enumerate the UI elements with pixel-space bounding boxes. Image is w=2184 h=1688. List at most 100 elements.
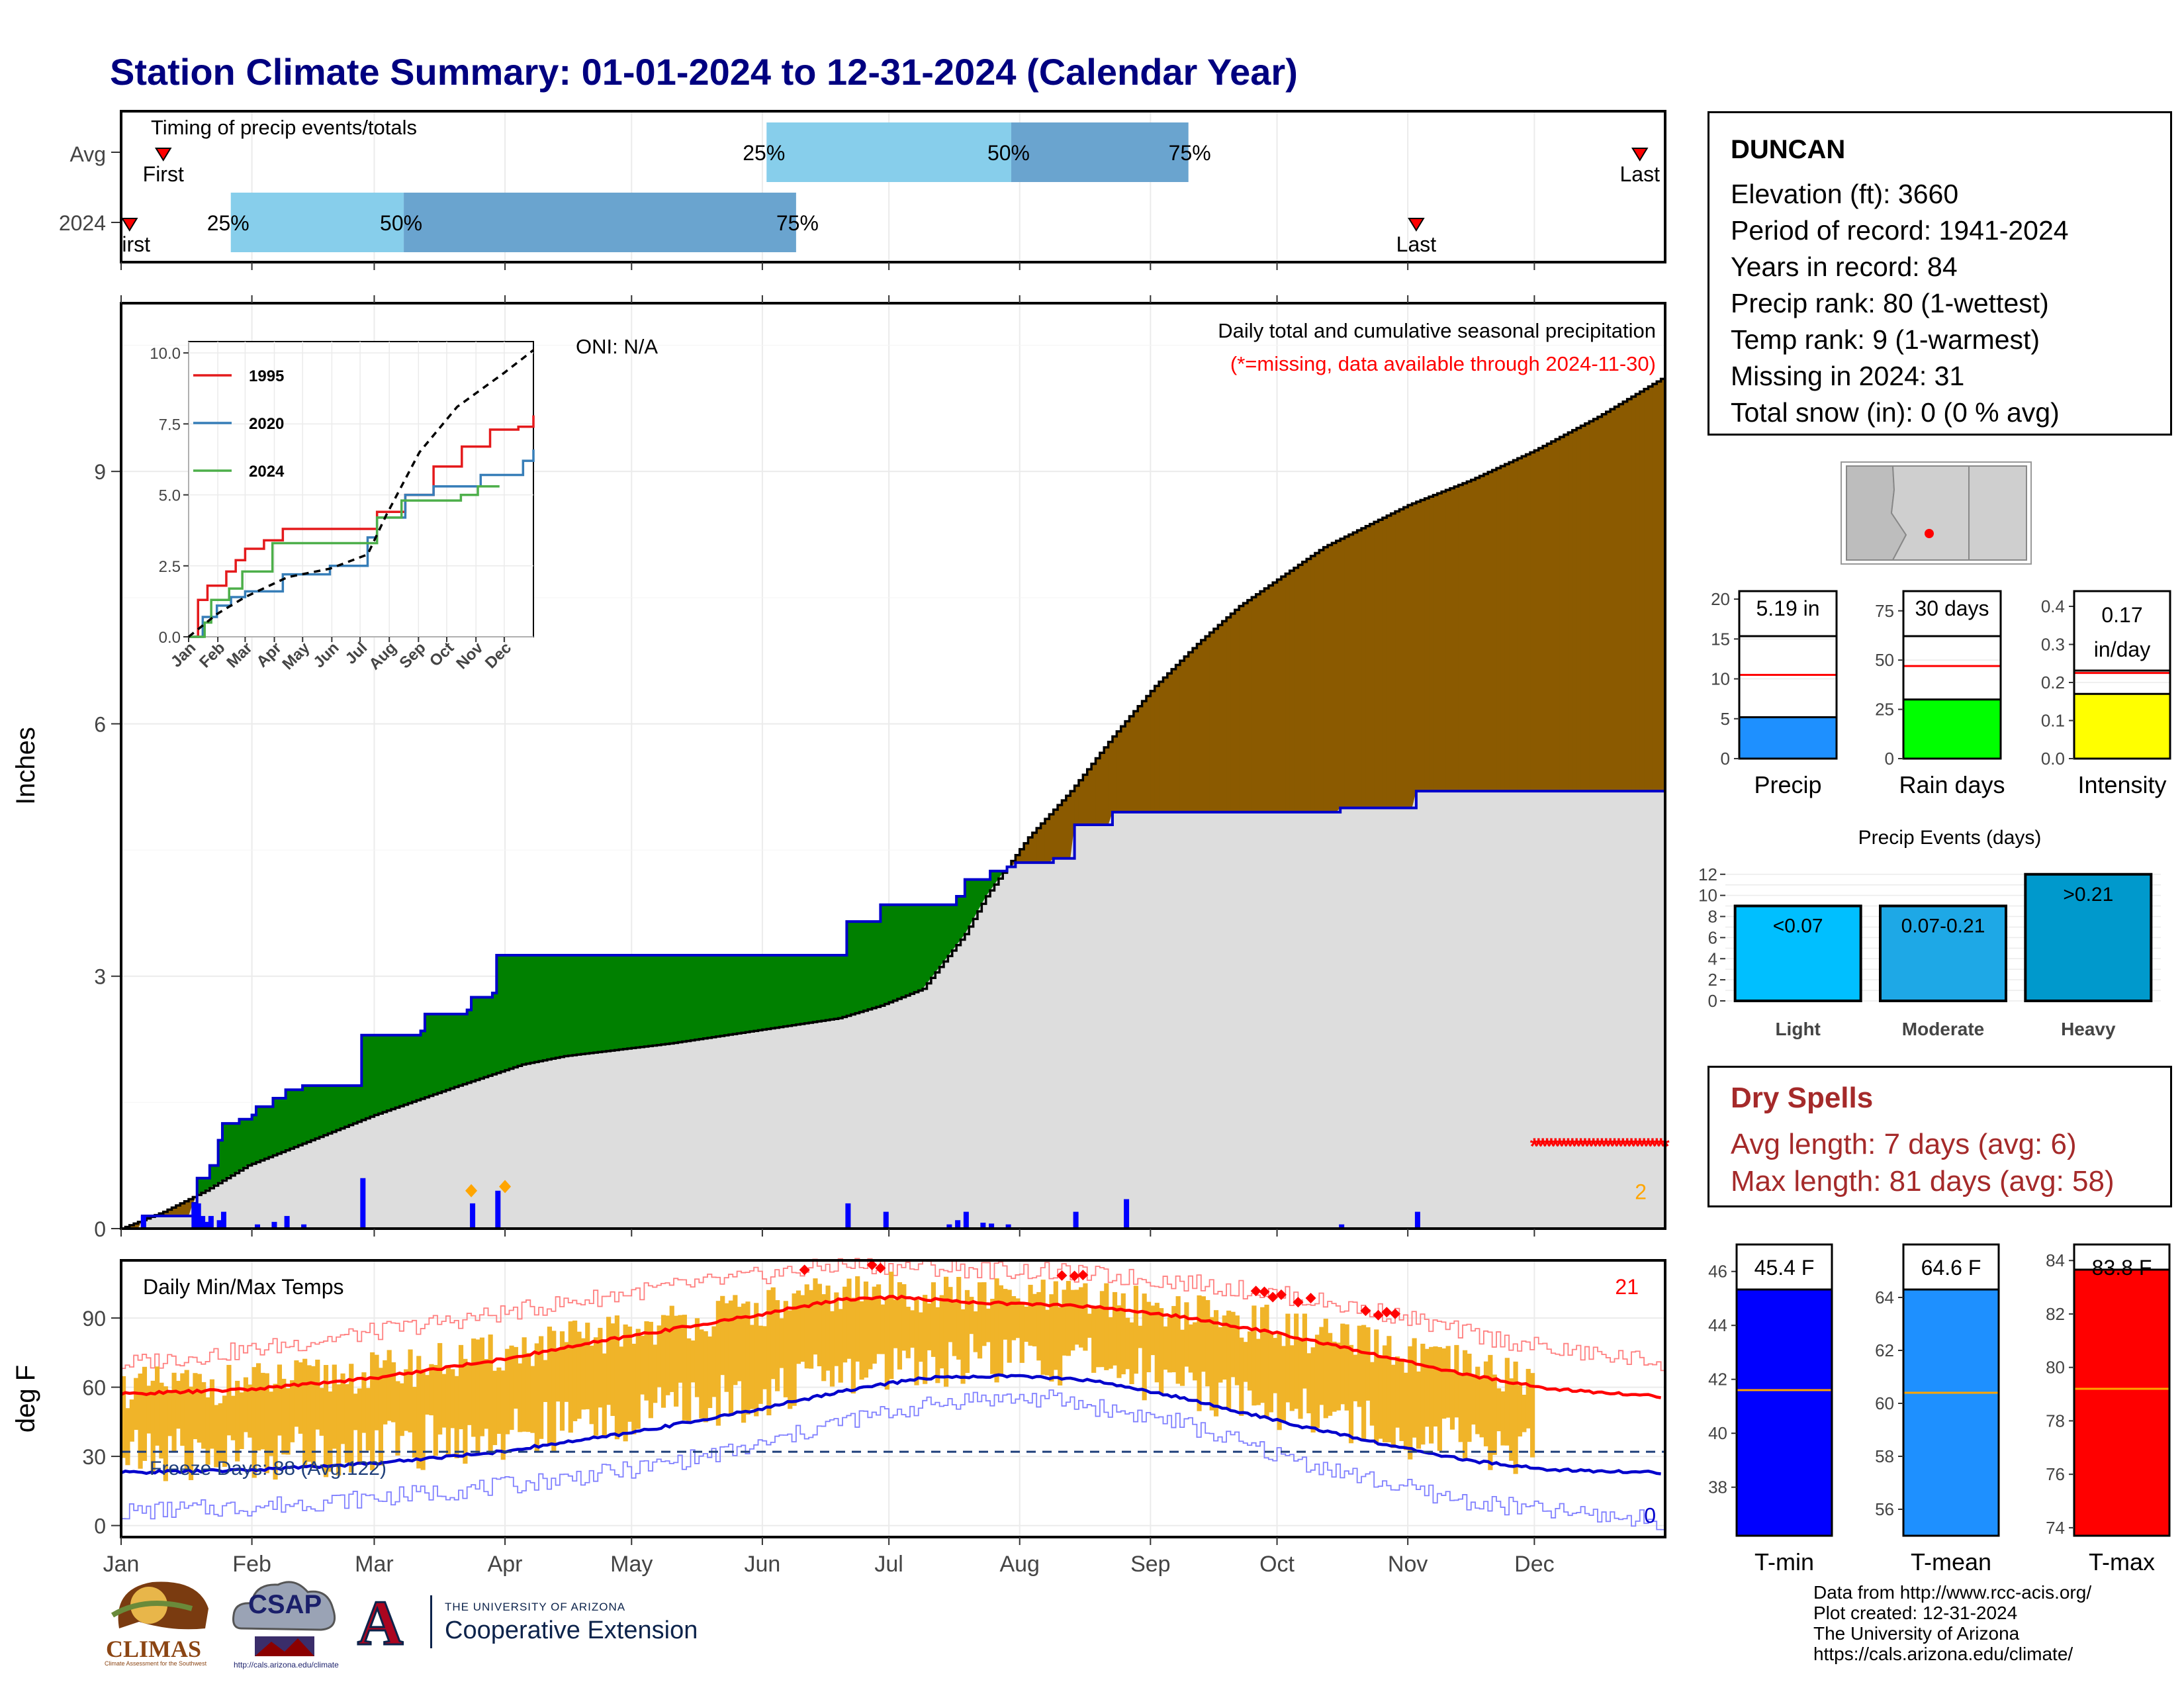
precip-missing-marker: * [1572,1134,1582,1159]
temps-daily-range-bar [1255,1338,1261,1405]
precip-above-avg-fill [850,921,856,1015]
timing-bar-q1-avg [766,122,1011,182]
precip-missing-marker: * [1559,1134,1569,1159]
precip-above-avg-fill [762,955,767,1030]
precip-above-avg-fill [598,955,603,1053]
precip-above-avg-fill [770,955,776,1029]
temps-daily-range-bar [1467,1353,1472,1442]
temps-daily-range-bar [1066,1281,1071,1356]
temps-daily-range-bar [1382,1345,1388,1442]
temps-daily-range-bar [619,1346,624,1434]
temps-xtick-label: Jun [744,1552,780,1577]
precip-above-avg-fill [754,955,759,1031]
precip-above-avg-fill [737,955,742,1034]
temps-daily-range-bar [1112,1291,1118,1366]
precip-above-avg-fill [302,1085,308,1144]
temps-daily-range-bar [175,1381,181,1429]
temps-daily-range-bar [1530,1373,1535,1458]
precip-below-avg-fill [1201,639,1206,812]
map-station-location-marker [1925,529,1934,538]
precip-missing-marker: * [1602,1134,1611,1159]
precip-above-avg-fill [429,1013,434,1096]
precip-below-avg-fill [188,1199,193,1216]
temps-daily-range-bar [994,1278,999,1383]
timing-bar-q2-avg [1011,122,1189,182]
precip-above-avg-fill [863,921,868,1011]
precip-above-avg-fill [319,1085,324,1137]
tmax_mini-ytick-label: 78 [2046,1411,2065,1430]
temps-daily-range-bar [518,1363,523,1432]
precip-above-avg-fill [985,879,991,896]
temps-daily-range-bar [230,1395,236,1440]
temps-daily-range-bar [471,1338,477,1437]
precip-daily-bar [200,1215,206,1229]
precip-daily-bar [883,1211,889,1229]
precip-above-avg-fill [872,921,877,1009]
precip-above-avg-fill [749,955,754,1032]
temps-daily-range-bar [125,1408,130,1466]
temps-xtick-label: Nov [1388,1552,1428,1577]
timing-last-label-year: Last [1396,232,1437,256]
temps-daily-range-bar [319,1387,324,1436]
temps-daily-range-bar [614,1315,619,1440]
temps-ytick-label: 90 [82,1307,106,1331]
page-title: Station Climate Summary: 01-01-2024 to 1… [110,51,1298,93]
precip-below-avg-fill [1429,496,1434,792]
csap-logo-url: http://cals.arizona.edu/climate [234,1660,339,1669]
precip-daily-bar [140,1215,146,1229]
temps-daily-range-bar [1171,1305,1177,1372]
temps-daily-range-bar [741,1303,747,1423]
timing-q25-label-year: 25% [207,211,250,235]
temps-daily-range-bar [1273,1338,1278,1393]
precip-below-avg-fill [1639,391,1645,792]
temps-daily-range-bar [1420,1343,1426,1445]
tmean_mini-label-box [1902,1243,2000,1291]
precip-below-avg-fill [1420,500,1426,792]
temps-daily-range-bar [1361,1325,1367,1441]
precip-below-avg-fill [1399,509,1404,808]
precip-daily-bar [1339,1224,1345,1229]
precip-below-avg-fill [184,1201,189,1216]
precip-below-avg-fill [1323,547,1328,812]
precip-below-avg-fill [1522,456,1527,792]
precip-above-avg-fill [606,955,612,1051]
precip-above-avg-fill [235,1123,240,1174]
precip-below-avg-fill [171,1207,177,1216]
temps-daily-range-bar [737,1307,742,1382]
precip-missing-marker: * [1539,1134,1548,1159]
temps-daily-range-bar [361,1372,367,1433]
temps-daily-range-bar [357,1388,363,1465]
temps-daily-range-bar [277,1364,283,1436]
events-ytick-label: 12 [1698,865,1717,884]
precip-below-avg-fill [1437,493,1442,792]
precip-above-avg-fill [914,904,919,992]
temps-daily-range-bar [285,1388,291,1455]
temps-daily-range-bar [424,1375,430,1415]
temps-daily-range-bar [306,1365,312,1462]
tmin_mini-label-box [1735,1243,1833,1291]
precip-title: Daily total and cumulative seasonal prec… [1218,319,1656,342]
temps-daily-range-bar [939,1295,944,1369]
temps-daily-range-bar [674,1315,679,1407]
precip_mini-ytick-label: 0 [1721,749,1730,769]
temps-daily-range-bar [1230,1311,1236,1378]
tmax_mini-value-label: 83.8 F [2092,1256,2152,1280]
temps-daily-range-bar [505,1348,510,1434]
temps-daily-range-bar [935,1307,940,1383]
precip-below-avg-fill [1602,414,1607,792]
station-precip-rank: Precip rank: 80 (1-wettest) [1731,288,2049,318]
temps-daily-range-bar [1146,1301,1152,1373]
precip-below-avg-fill [1087,769,1092,825]
temps-daily-range-bar [1243,1342,1248,1382]
precip-below-avg-fill [1631,397,1636,792]
precip-frame [120,302,1666,1230]
temps-daily-range-bar [543,1360,548,1402]
precip-below-avg-fill [1652,384,1657,792]
temps-xtick-label: Feb [232,1552,271,1577]
precip-below-avg-fill [1344,536,1349,808]
temps-daily-range-bar [711,1326,717,1397]
precip-below-avg-fill [1230,613,1236,812]
precip-below-avg-fill [1387,515,1392,808]
precip-below-avg-fill [1133,711,1138,812]
precip-below-avg-fill [1260,591,1265,812]
